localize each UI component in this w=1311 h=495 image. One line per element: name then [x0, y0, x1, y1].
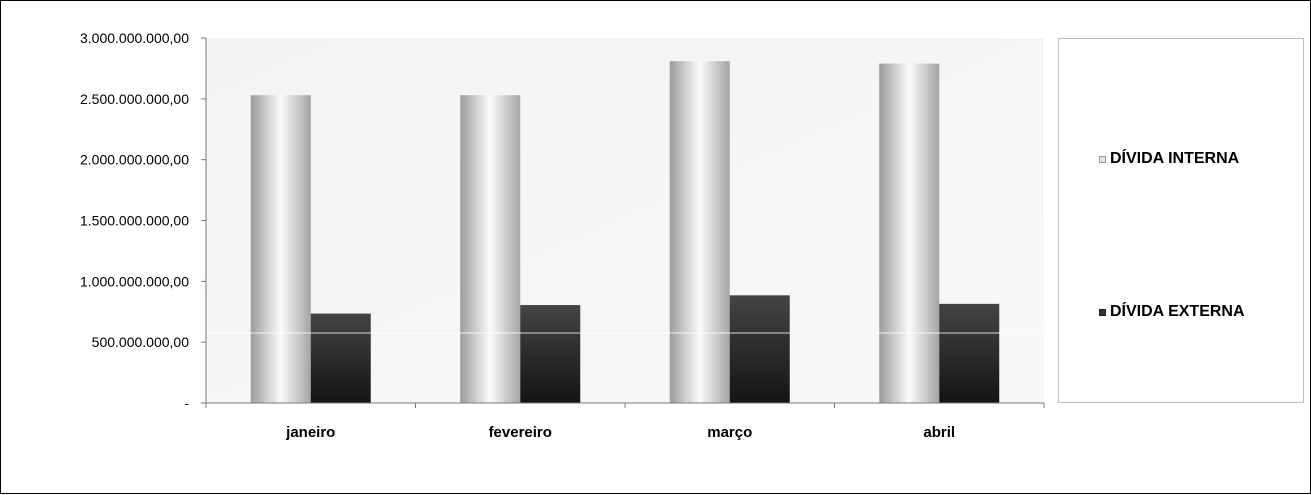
bar-interna-janeiro — [250, 95, 311, 403]
x-tick-label-fevereiro: fevereiro — [489, 424, 552, 441]
legend-item-externa: DÍVIDA EXTERNA — [1099, 303, 1245, 321]
legend-item-interna: DÍVIDA INTERNA — [1099, 150, 1239, 168]
x-tick-label-janeiro: janeiro — [285, 424, 335, 441]
legend-swatch-interna — [1099, 155, 1106, 163]
y-tick-label: 3.000.000.000,00 — [80, 30, 189, 46]
x-tick-label-abril: abril — [923, 424, 955, 441]
bar-externa-janeiro — [310, 313, 371, 403]
bar-interna-fevereiro — [460, 95, 521, 403]
bar-interna-março — [669, 61, 730, 403]
y-tick-label: - — [184, 395, 189, 411]
y-tick-label: 2.500.000.000,00 — [80, 91, 189, 107]
legend: DÍVIDA INTERNA DÍVIDA EXTERNA — [1058, 38, 1304, 403]
x-tick-label-março: março — [707, 424, 752, 441]
bar-externa-março — [729, 295, 790, 403]
y-tick-label: 1.000.000.000,00 — [80, 273, 189, 289]
bar-externa-fevereiro — [520, 305, 581, 403]
legend-swatch-externa — [1099, 308, 1106, 316]
y-tick-label: 2.000.000.000,00 — [80, 152, 189, 168]
legend-label-externa: DÍVIDA EXTERNA — [1110, 303, 1245, 320]
y-tick-label: 1.500.000.000,00 — [80, 213, 189, 229]
bar-externa-abril — [939, 303, 1000, 403]
bar-interna-abril — [879, 63, 940, 404]
legend-label-interna: DÍVIDA INTERNA — [1110, 150, 1240, 167]
y-tick-label: 500.000.000,00 — [92, 334, 190, 350]
